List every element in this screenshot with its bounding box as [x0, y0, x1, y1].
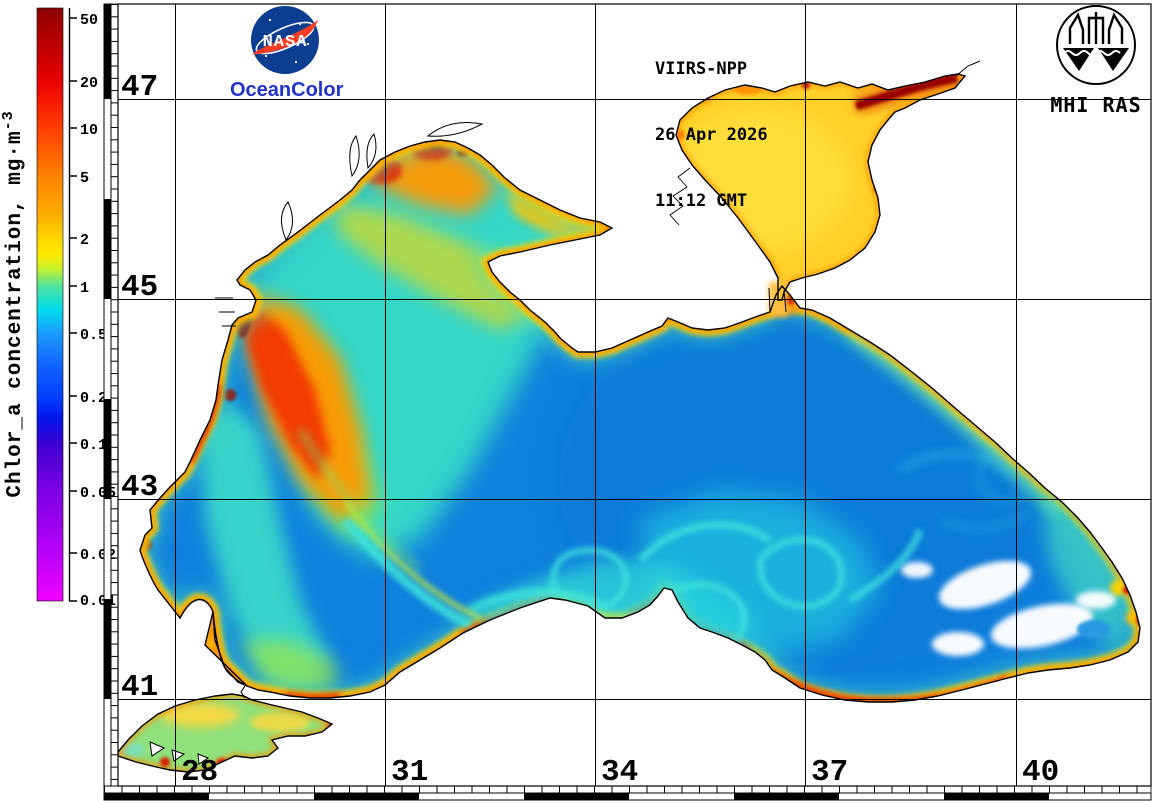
colorbar-tick: 0.2	[80, 390, 107, 407]
lat-label: 45	[121, 270, 158, 305]
lat-label: 47	[121, 70, 158, 105]
lon-label: 28	[181, 755, 218, 790]
nasa-logo-wordmark: NASA	[263, 33, 308, 52]
colorbar-tick: 10	[80, 122, 98, 139]
mhi-emblem-waves	[1063, 48, 1129, 71]
graticule	[118, 4, 1151, 786]
nasa-logo-swoosh	[252, 20, 318, 55]
land-details	[149, 60, 981, 765]
longitude-labels: 28 31 34 37 40	[181, 755, 1059, 790]
sensor-name: VIIRS-NPP	[655, 59, 748, 79]
colorbar-title: Chlor_a concentration, mg·m-3	[0, 54, 27, 554]
colorbar-tick: 0.5	[80, 327, 107, 344]
bottom-degree-ruler	[103, 792, 1152, 801]
scene-info: VIIRS-NPP 26 Apr 2026 11:12 GMT	[655, 14, 768, 234]
colorbar: 50 20 10 5 2 1 0.5 0.2 0.1 0.05 0.02 0.0…	[36, 7, 116, 610]
lon-label: 40	[1022, 755, 1059, 790]
colorbar-tick: 1	[80, 280, 89, 297]
lat-label: 41	[121, 670, 158, 705]
lat-label: 43	[121, 470, 158, 505]
colorbar-tick: 50	[80, 12, 98, 29]
map-frame	[103, 3, 1152, 801]
mhi-emblem-monogram	[1068, 12, 1124, 44]
oceancolor-label: OceanColor	[230, 79, 344, 101]
colorbar-title-exponent: -3	[0, 110, 17, 131]
colorbar-tick: 2	[80, 232, 89, 249]
colorbar-title-text: Chlor_a concentration, mg·m	[4, 130, 27, 498]
colorbar-tick: 0.1	[80, 437, 107, 454]
latitude-labels: 47 45 43 41	[121, 70, 158, 705]
scene-date: 26 Apr 2026	[655, 125, 768, 145]
scene-time: 11:12 GMT	[655, 191, 748, 211]
colorbar-tick: 5	[80, 170, 89, 187]
nasa-meatball-logo: NASA	[251, 6, 319, 74]
nasa-oceancolor-logo: NASA OceanColor	[230, 4, 344, 102]
mhi-ras-emblem	[1056, 5, 1136, 85]
left-degree-ruler	[103, 3, 112, 787]
colorbar-tick: 20	[80, 75, 98, 92]
mhi-ras-label: MHI RAS	[1050, 93, 1142, 117]
lon-label: 31	[391, 755, 428, 790]
mhi-ras-logo: MHI RAS	[1046, 4, 1146, 117]
lon-label: 37	[811, 755, 848, 790]
black-sea-water	[140, 140, 1140, 702]
colorbar-tick-marks	[69, 17, 77, 602]
left-fine-ticks	[110, 3, 119, 787]
lon-label: 34	[601, 755, 638, 790]
colorbar-gradient	[36, 7, 64, 602]
